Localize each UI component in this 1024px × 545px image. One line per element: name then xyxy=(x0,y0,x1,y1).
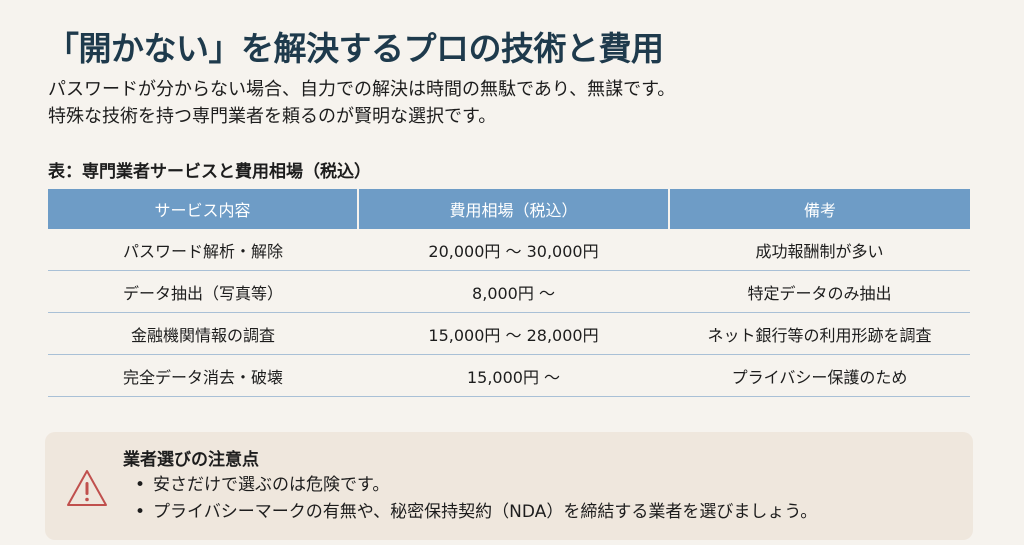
table-row: パスワード解析・解除 20,000円 ～ 30,000円 成功報酬制が多い xyxy=(48,229,970,271)
column-header: 備考 xyxy=(669,189,970,229)
table-cell: データ抽出（写真等） xyxy=(48,270,358,313)
table-cell: 15,000円 ～ xyxy=(358,354,669,397)
notice-box: 業者選びの注意点 安さだけで選ぶのは危険です。 プライバシーマークの有無や、秘密… xyxy=(45,432,973,540)
table-row: 完全データ消去・破壊 15,000円 ～プライバシー保護のため xyxy=(48,354,970,397)
notice-item: プライバシーマークの有無や、秘密保持契約（NDA）を締結する業者を選びましょう。 xyxy=(135,499,817,526)
table-cell: 完全データ消去・破壊 xyxy=(48,354,358,397)
table-cell: パスワード解析・解除 xyxy=(48,229,358,271)
lead-line: パスワードが分からない場合、自力での解決は時間の無駄であり、無謀です。 xyxy=(48,79,676,100)
warning-triangle-icon xyxy=(67,470,107,506)
table-cell: 金融機関情報の調査 xyxy=(48,312,358,355)
table-cell: プライバシー保護のため xyxy=(669,354,970,397)
table-cell: 20,000円 ～ 30,000円 xyxy=(358,229,669,271)
notice-list: 安さだけで選ぶのは危険です。 プライバシーマークの有無や、秘密保持契約（NDA）… xyxy=(135,472,817,526)
page-title: 「開かない」を解決するプロの技術と費用 xyxy=(46,29,664,68)
notice-title: 業者選びの注意点 xyxy=(123,450,259,470)
column-header: 費用相場（税込） xyxy=(358,189,670,229)
table-cell: 成功報酬制が多い xyxy=(669,229,970,271)
table-cell: 特定データのみ抽出 xyxy=(669,270,970,313)
table-row: データ抽出（写真等） 8,000円 ～特定データのみ抽出 xyxy=(48,270,970,313)
lead-line: 特殊な技術を持つ専門業者を頼るのが賢明な選択です。 xyxy=(48,106,497,127)
notice-item: 安さだけで選ぶのは危険です。 xyxy=(135,472,817,499)
table-header-row: サービス内容 費用相場（税込） 備考 xyxy=(48,189,970,229)
price-table: サービス内容 費用相場（税込） 備考 パスワード解析・解除 20,000円 ～ 3… xyxy=(48,189,970,397)
table-caption: 表：専門業者サービスと費用相場（税込） xyxy=(48,162,371,182)
table-row: 金融機関情報の調査 15,000円 ～ 28,000円 ネット銀行等の利用形跡を調査 xyxy=(48,312,970,355)
column-header: サービス内容 xyxy=(48,189,359,229)
table-cell: 8,000円 ～ xyxy=(358,270,669,313)
lead-text: パスワードが分からない場合、自力での解決は時間の無駄であり、無謀です。 特殊な技… xyxy=(48,76,675,130)
table-cell: 15,000円 ～ 28,000円 xyxy=(358,312,669,355)
table-cell: ネット銀行等の利用形跡を調査 xyxy=(669,312,970,355)
